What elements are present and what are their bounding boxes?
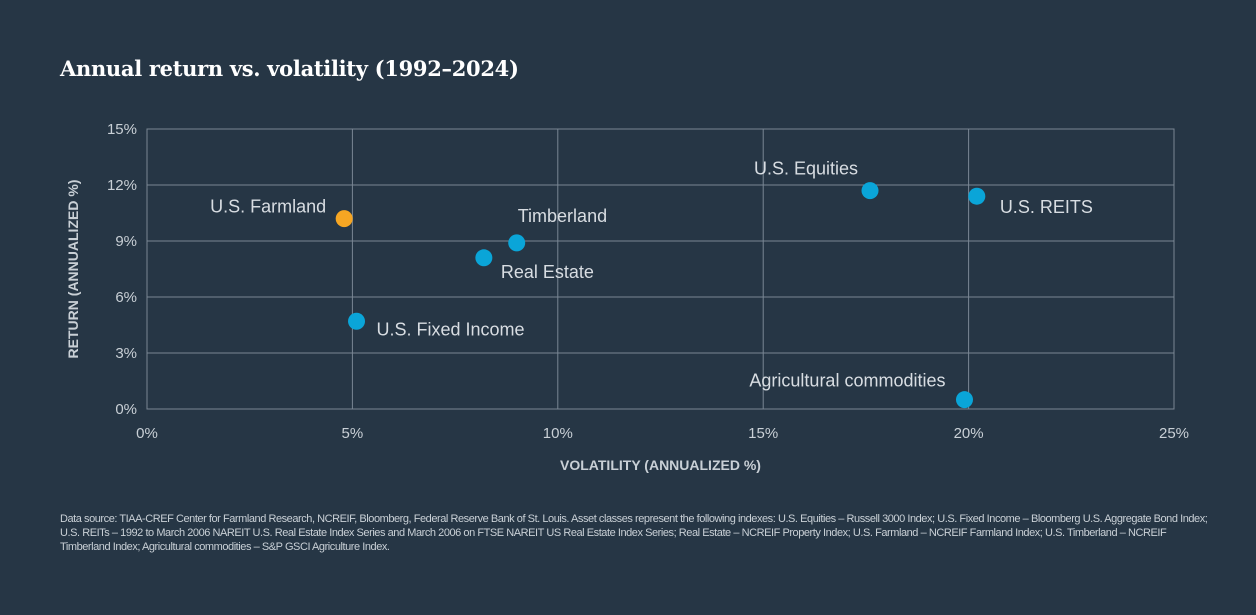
y-tick-label: 0%: [115, 401, 137, 418]
y-tick-label: 9%: [115, 233, 137, 250]
y-tick-label: 6%: [115, 289, 137, 306]
point-label: U.S. REITS: [1000, 197, 1093, 217]
data-point: [968, 187, 986, 205]
data-point: [348, 312, 366, 330]
x-tick-label: 5%: [342, 425, 364, 442]
y-axis-label: RETURN (ANNUALIZED %): [65, 180, 81, 359]
chart-title: Annual return vs. volatility (1992–2024): [60, 56, 519, 81]
x-tick-label: 15%: [748, 425, 778, 442]
y-tick-label: 15%: [107, 121, 137, 138]
point-label: Agricultural commodities: [749, 371, 945, 391]
x-tick-label: 10%: [543, 425, 573, 442]
x-axis-label: VOLATILITY (ANNUALIZED %): [560, 457, 761, 473]
plot-border: [146, 128, 1175, 410]
data-point: [335, 210, 353, 228]
data-point: [955, 391, 973, 409]
scatter-chart: 0% 5% 10% 15% 20% 25% 0% 3% 6% 9% 12% 15% VOLATILITY…: [65, 121, 1189, 473]
x-tick-label: 20%: [954, 425, 984, 442]
data-point: [508, 234, 526, 252]
y-tick-label: 3%: [115, 345, 137, 362]
point-label: U.S. Fixed Income: [377, 319, 525, 339]
data-point: [861, 182, 879, 200]
x-tick-label: 25%: [1159, 425, 1189, 442]
data-point: [475, 249, 493, 267]
point-label: U.S. Farmland: [210, 197, 326, 217]
footnote: Data source: TIAA-CREF Center for Farmla…: [60, 513, 1208, 553]
x-tick-label: 0%: [136, 425, 158, 442]
point-label: U.S. Equities: [754, 159, 858, 179]
point-label: Timberland: [518, 206, 607, 226]
y-tick-label: 12%: [107, 177, 137, 194]
point-label: Real Estate: [501, 262, 594, 282]
